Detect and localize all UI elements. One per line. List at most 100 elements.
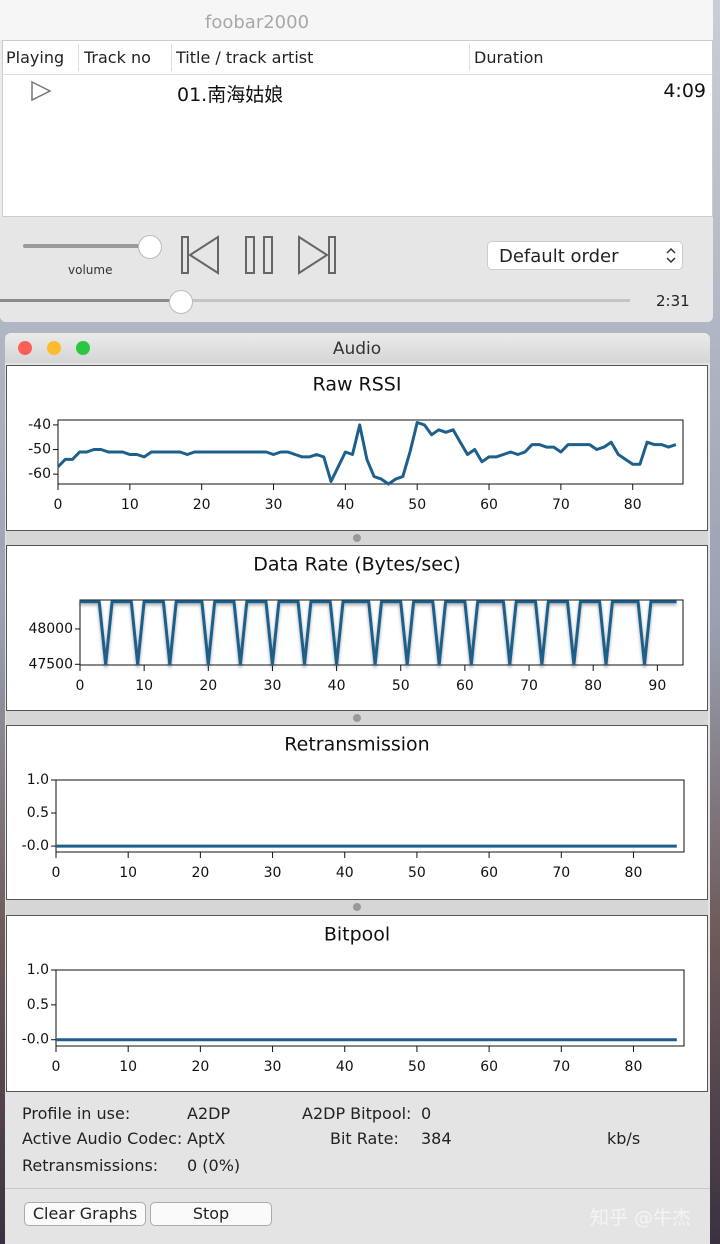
y-tick-label: -60 <box>28 466 51 482</box>
y-tick-label: 48000 <box>28 621 73 637</box>
volume-knob[interactable] <box>138 235 162 259</box>
x-tick-label: 80 <box>584 678 602 694</box>
stop-button[interactable]: Stop <box>150 1202 272 1226</box>
x-tick-label: 50 <box>392 678 410 694</box>
seek-knob[interactable] <box>169 290 193 314</box>
x-tick-label: 20 <box>193 497 211 513</box>
seek-progress <box>0 299 180 302</box>
y-tick-label: 1.0 <box>27 962 49 978</box>
x-tick-label: 80 <box>624 497 642 513</box>
pause-button[interactable] <box>245 236 273 274</box>
x-tick-label: 90 <box>648 678 666 694</box>
x-tick-label: 40 <box>336 1059 354 1075</box>
x-tick-label: 20 <box>191 865 209 881</box>
volume-label: volume <box>68 263 113 277</box>
info-label: Active Audio Codec: <box>22 1129 183 1148</box>
y-tick-label: 0.5 <box>27 997 49 1013</box>
y-tick-label: -50 <box>28 442 51 458</box>
x-tick-label: 30 <box>264 865 282 881</box>
title-bar <box>0 0 713 40</box>
x-tick-label: 10 <box>119 1059 137 1075</box>
x-tick-label: 50 <box>408 1059 426 1075</box>
y-tick-label: 0.5 <box>27 805 49 821</box>
x-tick-label: 80 <box>625 865 643 881</box>
splitter-dot <box>353 903 361 911</box>
x-tick-label: 40 <box>336 865 354 881</box>
x-tick-label: 40 <box>336 497 354 513</box>
close-button[interactable] <box>18 341 32 355</box>
info-value: AptX <box>187 1129 226 1148</box>
x-tick-label: 0 <box>52 865 61 881</box>
x-tick-label: 50 <box>408 865 426 881</box>
track-title[interactable]: 01.南海姑娘 <box>177 84 284 106</box>
x-tick-label: 20 <box>199 678 217 694</box>
separator <box>5 1188 710 1189</box>
window-title: foobar2000 <box>205 12 310 33</box>
column-header[interactable]: Playing <box>6 48 65 67</box>
order-label: Default order <box>499 246 619 267</box>
info-value: A2DP <box>187 1104 231 1123</box>
elapsed-time: 2:31 <box>656 292 690 310</box>
zoom-button[interactable] <box>76 341 90 355</box>
y-tick-label: -0.0 <box>22 838 49 854</box>
column-header[interactable]: Duration <box>474 48 544 67</box>
playlist-header <box>2 40 713 75</box>
x-tick-label: 80 <box>625 1059 643 1075</box>
playlist[interactable] <box>2 40 713 217</box>
x-tick-label: 70 <box>520 678 538 694</box>
splitter-dot <box>353 534 361 542</box>
prev-button[interactable] <box>181 235 219 275</box>
select-chevrons <box>666 247 676 264</box>
y-tick-label: 47500 <box>28 656 73 672</box>
x-tick-label: 50 <box>408 497 426 513</box>
data-line <box>56 421 677 486</box>
chart-title: Bitpool <box>324 924 390 946</box>
window-title: Audio <box>332 339 382 359</box>
y-tick-label: 1.0 <box>27 772 49 788</box>
info-value: 384 <box>421 1129 452 1148</box>
x-tick-label: 20 <box>191 1059 209 1075</box>
play-indicator <box>31 80 52 102</box>
column-header[interactable]: Track no <box>84 48 151 67</box>
track-duration: 4:09 <box>663 80 706 102</box>
col-sep <box>78 44 79 71</box>
x-tick-label: 30 <box>264 678 282 694</box>
clear-button[interactable]: Clear Graphs <box>24 1202 146 1226</box>
transport <box>181 235 336 275</box>
x-tick-label: 10 <box>119 865 137 881</box>
next-button[interactable] <box>298 235 336 275</box>
info-value: 0 <box>421 1104 432 1123</box>
watermark: 知乎 @牛杰 <box>590 1207 692 1229</box>
info-label: Bit Rate: <box>330 1129 399 1148</box>
x-tick-label: 60 <box>480 497 498 513</box>
minimize-button[interactable] <box>47 341 61 355</box>
col-sep <box>171 44 172 71</box>
x-tick-label: 0 <box>54 497 63 513</box>
chart-title: Retransmission <box>284 734 429 756</box>
x-tick-label: 70 <box>552 1059 570 1075</box>
info-label: Retransmissions: <box>22 1156 159 1175</box>
chart-title: Raw RSSI <box>313 374 402 396</box>
y-tick-label: -0.0 <box>22 1032 49 1048</box>
order-select[interactable] <box>487 241 683 270</box>
x-tick-label: 40 <box>328 678 346 694</box>
x-tick-label: 60 <box>456 678 474 694</box>
data-line <box>80 600 677 666</box>
x-tick-label: 0 <box>52 1059 61 1075</box>
chart-title: Data Rate (Bytes/sec) <box>253 554 461 576</box>
x-tick-label: 0 <box>76 678 85 694</box>
info-value: 0 (0%) <box>187 1156 241 1175</box>
column-header[interactable]: Title / track artist <box>176 48 314 67</box>
info-unit: kb/s <box>607 1129 641 1148</box>
volume-track[interactable] <box>23 244 150 248</box>
y-tick-label: -40 <box>28 417 51 433</box>
splitter-dot <box>353 714 361 722</box>
info-label: A2DP Bitpool: <box>302 1104 412 1123</box>
plot-frame <box>55 779 685 853</box>
x-tick-label: 10 <box>135 678 153 694</box>
x-tick-label: 70 <box>552 497 570 513</box>
seek-track[interactable] <box>0 299 630 302</box>
x-tick-label: 30 <box>264 1059 282 1075</box>
